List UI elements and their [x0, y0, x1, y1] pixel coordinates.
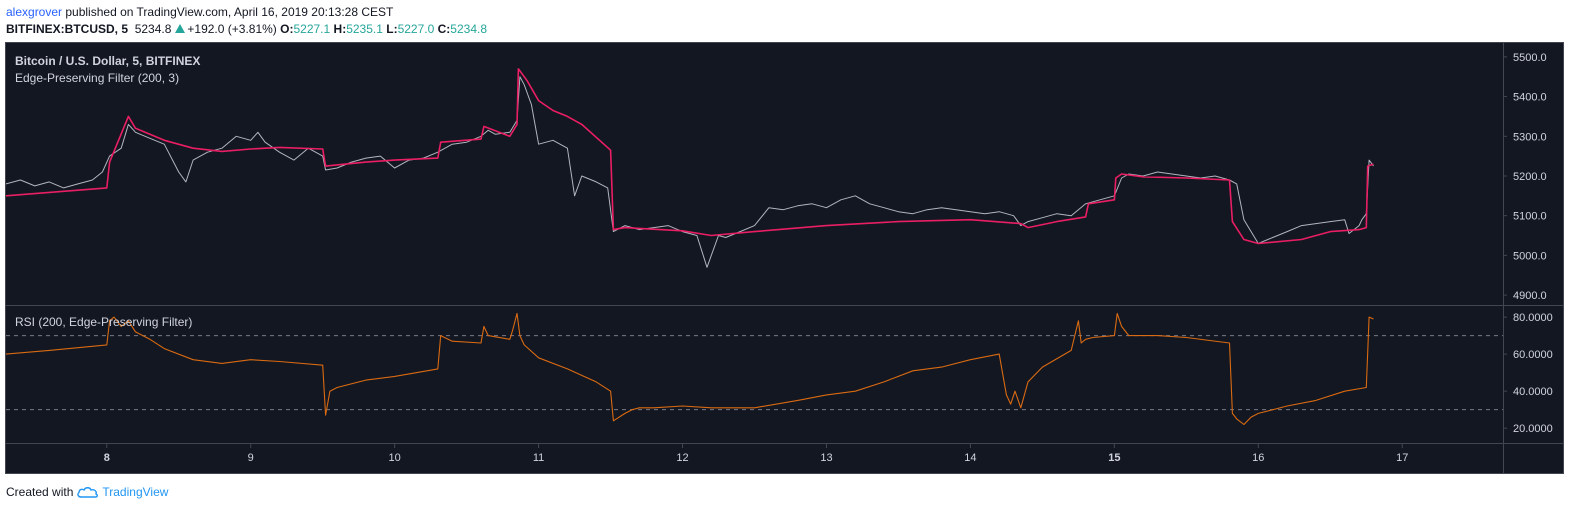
axes: 4900.0 5000.0 5100.0 5200.0 5300.0 5400.0 5500…: [6, 43, 1563, 473]
time-tick-label: 9: [248, 452, 254, 464]
close-label: C:: [437, 22, 451, 36]
time-tick-label: 12: [676, 452, 688, 464]
tradingview-cloud-icon: [77, 487, 99, 498]
price-tick-label: 5200.0: [1513, 171, 1547, 183]
price-pane: Bitcoin / U.S. Dollar, 5, BITFINEX Edge-P…: [5, 54, 1374, 268]
high-value: 5235.1: [346, 22, 383, 36]
price-tick-label: 4900.0: [1513, 290, 1547, 302]
time-tick-label: 16: [1252, 452, 1264, 464]
rsi-tick-label: 60.0000: [1513, 349, 1553, 361]
time-tick-label: 15: [1108, 452, 1120, 464]
price-change: +192.0 (+3.81%): [187, 22, 277, 36]
triangle-up-icon: [175, 24, 186, 33]
time-tick-label: 17: [1396, 452, 1408, 464]
last-price: 5234.8: [134, 22, 172, 36]
time-tick-label: 10: [389, 452, 401, 464]
symbol-info: BITFINEX:BTCUSD, 5 5234.8 +192.0 (+3.81%)…: [6, 22, 487, 36]
time-tick-label: 13: [820, 452, 832, 464]
time-tick-label: 8: [104, 452, 110, 464]
price-tick-label: 5100.0: [1513, 211, 1547, 223]
rsi-tick-label: 20.0000: [1513, 423, 1553, 435]
rsi-pane-title: RSI (200, Edge-Preserving Filter): [15, 315, 192, 329]
rsi-pane: RSI (200, Edge-Preserving Filter): [5, 312, 1503, 426]
high-label: H:: [333, 22, 347, 36]
created-with-text: Created with: [6, 485, 74, 499]
time-tick-label: 11: [533, 452, 544, 464]
price-tick-label: 5000.0: [1513, 250, 1547, 262]
main-pane-subtitle: Edge-Preserving Filter (200, 3): [15, 71, 179, 85]
time-tick-label: 14: [964, 452, 976, 464]
symbol-name: BITFINEX:BTCUSD, 5: [6, 22, 129, 36]
publish-info: alexgrover published on TradingView.com,…: [6, 5, 393, 19]
chart-svg[interactable]: Bitcoin / U.S. Dollar, 5, BITFINEX Edge-P…: [5, 43, 1563, 473]
open-value: 5227.1: [293, 22, 331, 36]
price-line: [5, 76, 1374, 268]
edge-preserving-filter-line: [5, 67, 1374, 245]
rsi-line: [5, 312, 1374, 426]
close-value: 5234.8: [450, 22, 487, 36]
footer: Created with TradingView: [6, 485, 168, 499]
main-pane-title: Bitcoin / U.S. Dollar, 5, BITFINEX: [15, 54, 200, 68]
publish-text: published on TradingView.com, April 16, …: [62, 5, 394, 19]
author-link[interactable]: alexgrover: [6, 5, 63, 19]
price-tick-label: 5400.0: [1513, 92, 1547, 104]
chart-frame[interactable]: Bitcoin / U.S. Dollar, 5, BITFINEX Edge-P…: [5, 42, 1564, 474]
low-label: L:: [386, 22, 398, 36]
rsi-tick-label: 40.0000: [1513, 386, 1553, 398]
open-label: O:: [280, 22, 294, 36]
low-value: 5227.0: [397, 22, 435, 36]
tradingview-link[interactable]: TradingView: [102, 485, 169, 499]
rsi-tick-label: 80.0000: [1513, 312, 1553, 324]
price-tick-label: 5500.0: [1513, 52, 1547, 64]
price-tick-label: 5300.0: [1513, 131, 1547, 143]
